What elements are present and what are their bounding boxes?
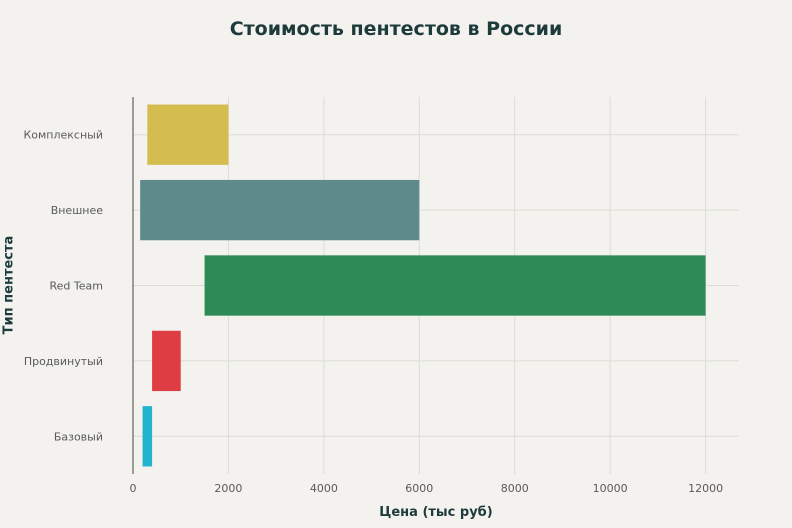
y-tick-label: Red Team	[50, 280, 103, 293]
x-tick-label: 4000	[310, 482, 338, 495]
bar	[152, 330, 181, 392]
x-axis-title: Цена (тыс руб)	[379, 505, 493, 520]
y-tick-label: Внешнее	[51, 204, 104, 217]
x-tick-label: 10000	[593, 482, 628, 495]
y-tick-label: Продвинутый	[24, 355, 103, 368]
x-tick-label: 6000	[405, 482, 433, 495]
y-tick-label: Комплексный	[23, 129, 103, 142]
bar	[147, 104, 229, 165]
bar	[204, 255, 706, 316]
x-tick-label: 2000	[214, 482, 242, 495]
x-tick-label: 8000	[501, 482, 529, 495]
x-tick-label: 0	[130, 482, 137, 495]
bar	[140, 179, 420, 241]
chart-title: Стоимость пентестов в России	[229, 18, 563, 40]
bar	[142, 406, 153, 467]
y-axis-title: Тип пентеста	[1, 235, 17, 335]
x-tick-label: 12000	[688, 482, 723, 495]
y-tick-label: Базовый	[54, 430, 103, 443]
